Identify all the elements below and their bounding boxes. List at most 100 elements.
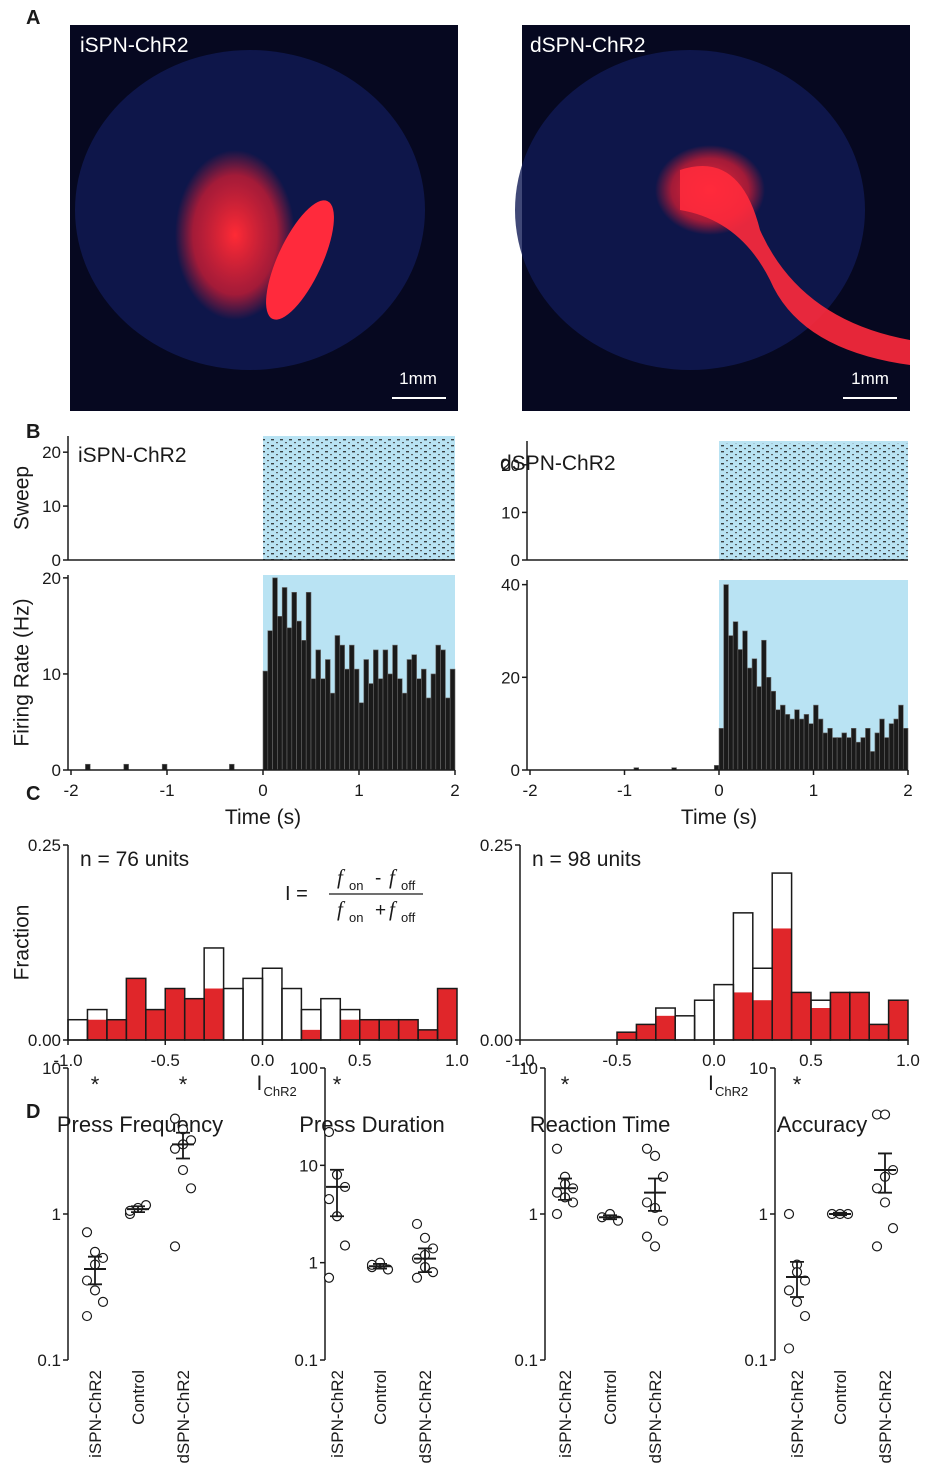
histogram-bar (106, 1019, 127, 1040)
y-tick-label: 0.1 (514, 1351, 538, 1370)
data-point (323, 1272, 335, 1283)
data-point (871, 1241, 883, 1252)
x-tick-label: -1.0 (505, 1051, 534, 1070)
data-point (879, 1109, 891, 1120)
data-point (641, 1197, 653, 1208)
bar (401, 692, 408, 771)
x-tick-label: dSPN-ChR2 (174, 1370, 193, 1464)
bar (841, 732, 847, 771)
x-tick-label: 0.0 (251, 1051, 275, 1070)
data-point (657, 1171, 669, 1182)
histogram-bar (359, 1019, 380, 1040)
bar (756, 686, 762, 771)
histogram-bar (869, 1024, 889, 1040)
x-tick-label: 1 (809, 781, 818, 800)
bar (846, 737, 852, 771)
x-tick-label: -1 (617, 781, 632, 800)
error-bar (176, 1131, 190, 1160)
bar (397, 678, 403, 771)
histogram-bar (752, 1000, 773, 1040)
bar (822, 732, 828, 771)
bar (888, 723, 895, 771)
data-point (177, 1164, 189, 1176)
error-bar (131, 1205, 145, 1214)
data-point (89, 1246, 101, 1258)
x-axis-label: Time (s) (681, 806, 757, 829)
histogram-bar (655, 1015, 676, 1040)
x-tick-label: dSPN-ChR2 (646, 1370, 665, 1464)
error-bar (648, 1177, 662, 1212)
histogram-bar (830, 992, 850, 1040)
histogram-bar (888, 1000, 908, 1040)
data-point (657, 1215, 669, 1226)
x-tick-label: 0.5 (348, 1051, 372, 1070)
data-point (551, 1208, 563, 1220)
y-tick-label: 0.1 (744, 1351, 768, 1370)
bar (305, 591, 312, 771)
histogram-bar (398, 1019, 419, 1040)
bar (737, 649, 743, 771)
y-tick-label: 100 (290, 1059, 318, 1078)
bar (836, 737, 843, 771)
bar (358, 702, 365, 771)
raster-label: iSPN-ChR2 (78, 444, 187, 467)
bar (817, 718, 824, 771)
significance: * (793, 1072, 802, 1097)
histogram-bar (204, 988, 224, 1040)
data-point (783, 1343, 795, 1354)
bar (742, 630, 748, 771)
bar (784, 714, 791, 771)
bar (850, 727, 857, 771)
error-bar (833, 1211, 847, 1217)
error-bar (790, 1260, 804, 1298)
bar (339, 644, 345, 771)
histogram-bar (811, 1008, 831, 1040)
x-tick-label: -0.5 (151, 1051, 180, 1070)
spike-raster (719, 443, 908, 560)
bar (855, 741, 862, 771)
data-point (411, 1272, 423, 1283)
bar (373, 649, 379, 771)
x-axis-label: Time (s) (225, 806, 301, 829)
x-axis-label-sub: ChR2 (264, 1084, 297, 1099)
data-point (799, 1310, 811, 1322)
image-label: dSPN-ChR2 (530, 34, 646, 57)
x-tick-label: Control (129, 1370, 148, 1425)
bar (310, 678, 317, 771)
bar (301, 640, 307, 771)
histogram-bar (242, 977, 264, 1041)
data-point (81, 1227, 93, 1238)
y-axis-label: Fraction (11, 905, 34, 981)
error-bar (418, 1247, 432, 1273)
histogram-bar (772, 928, 792, 1040)
y-tick-label: 0.00 (28, 1031, 61, 1050)
data-point (97, 1296, 109, 1308)
x-tick-label: Control (831, 1370, 850, 1425)
y-tick-label: 10 (519, 1059, 538, 1078)
bar (325, 659, 331, 771)
y-tick-label: 1 (529, 1205, 538, 1224)
y-tick-label: 20 (501, 456, 520, 475)
data-point (649, 1150, 661, 1162)
histogram-bar (126, 978, 146, 1040)
y-tick-label: 10 (501, 503, 520, 522)
bar (827, 727, 833, 771)
histogram-bar (87, 1019, 107, 1040)
x-tick-label: Control (371, 1370, 390, 1425)
bar (387, 673, 393, 771)
bar (262, 670, 269, 771)
x-tick-label: dSPN-ChR2 (416, 1370, 435, 1464)
formula: on (349, 910, 363, 925)
error-bar (88, 1255, 102, 1286)
error-bar (603, 1214, 617, 1221)
x-tick-label: Control (601, 1370, 620, 1425)
bar (884, 737, 890, 771)
bar (799, 718, 805, 771)
bar (281, 587, 288, 771)
y-tick-label: 0.1 (37, 1351, 61, 1370)
data-point (323, 1126, 335, 1138)
y-tick-label: 10 (749, 1059, 768, 1078)
bar (902, 727, 909, 771)
data-point (323, 1193, 335, 1205)
significance: * (333, 1072, 342, 1097)
